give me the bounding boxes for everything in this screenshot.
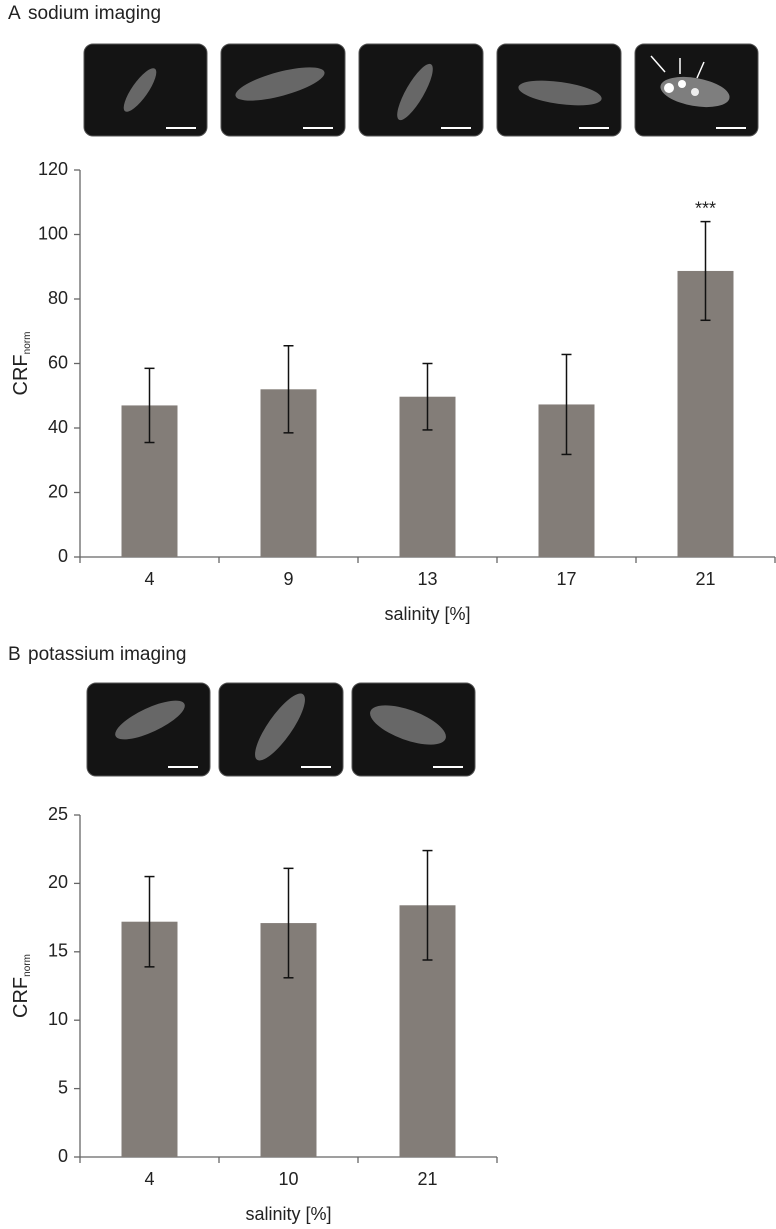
chart-title: potassium imaging xyxy=(28,644,186,665)
y-axis-label-main: CRF xyxy=(10,977,32,1018)
cell-image xyxy=(518,80,602,106)
x-tick-label: 21 xyxy=(417,1169,437,1189)
error-bar xyxy=(144,367,155,444)
y-tick-label: 80 xyxy=(48,288,68,308)
x-tick-label: 13 xyxy=(417,569,437,589)
x-tick-label: 9 xyxy=(283,569,293,589)
y-tick-label: 0 xyxy=(58,546,68,566)
cell-image xyxy=(255,693,305,761)
error-bar xyxy=(422,362,433,431)
error-bar xyxy=(700,220,711,322)
thumbnails-b xyxy=(86,682,476,777)
x-axis-label: salinity [%] xyxy=(384,604,470,624)
y-tick-label: 120 xyxy=(38,159,68,179)
chart-title: sodium imaging xyxy=(28,3,161,24)
arrow xyxy=(696,61,705,79)
y-axis-label-sub: norm xyxy=(22,954,33,977)
y-axis-label-main: CRF xyxy=(10,354,32,395)
cell-image xyxy=(370,705,446,745)
y-tick-label: 40 xyxy=(48,417,68,437)
error-bar xyxy=(422,849,433,961)
significance: *** xyxy=(695,198,716,218)
x-tick-label: 4 xyxy=(144,1169,154,1189)
y-tick-label: 60 xyxy=(48,352,68,372)
error-bar xyxy=(144,875,155,968)
granule xyxy=(678,80,686,88)
y-axis-label-sub: norm xyxy=(22,332,33,355)
cell-image xyxy=(235,67,325,101)
arrow xyxy=(650,55,666,73)
y-tick-label: 15 xyxy=(48,941,68,961)
cell-image xyxy=(397,63,433,121)
thumbnails-a xyxy=(83,43,759,137)
cell-image xyxy=(123,68,157,112)
granule xyxy=(664,83,674,93)
panel-label: B xyxy=(8,644,21,665)
y-axis-label: CRFnorm xyxy=(10,954,32,1018)
error-bar xyxy=(561,353,572,456)
granule xyxy=(691,88,699,96)
x-tick-label: 10 xyxy=(278,1169,298,1189)
y-tick-label: 100 xyxy=(38,223,68,243)
y-tick-label: 5 xyxy=(58,1077,68,1097)
error-bar xyxy=(283,345,294,434)
error-bar xyxy=(283,867,294,979)
panel-label: A xyxy=(8,3,21,24)
y-tick-label: 25 xyxy=(48,804,68,824)
x-tick-label: 21 xyxy=(695,569,715,589)
x-tick-label: 4 xyxy=(144,569,154,589)
cell-image xyxy=(115,700,185,740)
y-tick-label: 10 xyxy=(48,1009,68,1029)
x-tick-label: 17 xyxy=(556,569,576,589)
x-axis-label: salinity [%] xyxy=(245,1204,331,1224)
y-tick-label: 20 xyxy=(48,481,68,501)
y-axis-label: CRFnorm xyxy=(10,332,32,396)
y-tick-label: 0 xyxy=(58,1146,68,1166)
y-tick-label: 20 xyxy=(48,872,68,892)
